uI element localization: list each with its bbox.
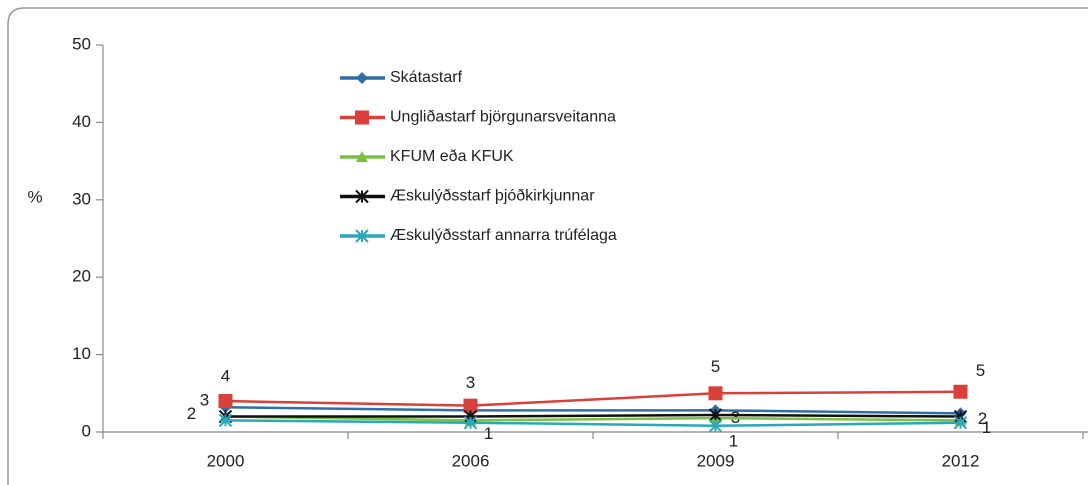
y-tick-label: 0: [82, 421, 91, 440]
marker: [953, 416, 968, 430]
marker: [218, 413, 233, 428]
x-tick-label: 2009: [697, 451, 735, 470]
data-label: 3: [466, 373, 475, 392]
legend-marker: [355, 189, 369, 204]
y-tick-label: 40: [72, 112, 91, 131]
marker: [953, 384, 968, 399]
series-line: [225, 413, 961, 418]
series-line: [225, 415, 961, 422]
legend-marker: [356, 72, 368, 84]
data-label: 5: [711, 357, 720, 376]
marker: [708, 419, 723, 433]
y-tick-label: 30: [72, 189, 91, 208]
legend-label: Æskulýðsstarf þjóðkirkjunnar: [390, 188, 595, 205]
data-label: 1: [484, 424, 493, 443]
legend-label: Ungliðastarf björgunarsveitanna: [390, 109, 616, 126]
y-axis-label: %: [27, 187, 42, 206]
data-label: 1: [982, 418, 991, 437]
series-line: [225, 405, 961, 415]
y-tick-label: 50: [72, 34, 91, 53]
legend-label: Skátastarf: [390, 69, 463, 86]
marker: [463, 416, 478, 430]
y-tick-label: 10: [72, 344, 91, 363]
chart-frame: [7, 7, 1088, 485]
marker: [463, 398, 478, 413]
x-tick-label: 2006: [452, 451, 490, 470]
legend-marker: [356, 151, 368, 162]
legend-marker: [355, 229, 369, 243]
data-label: 5: [976, 361, 985, 380]
series-line: [225, 390, 961, 407]
legend-label: KFUM eða KFUK: [390, 148, 514, 165]
marker: [708, 386, 723, 401]
marker: [708, 408, 723, 422]
data-label: 2: [187, 404, 196, 423]
data-label: 3: [200, 391, 209, 410]
data-label: 1: [729, 431, 738, 450]
series-line: [225, 419, 961, 428]
x-tick-label: 2000: [207, 451, 245, 470]
legend-marker: [355, 110, 369, 125]
data-label: 2: [978, 409, 987, 428]
marker: [218, 394, 233, 409]
data-label: 4: [221, 367, 230, 386]
y-tick-label: 20: [72, 267, 91, 286]
x-tick-label: 2012: [942, 451, 980, 470]
legend-label: Æskulýðsstarf annarra trúfélaga: [390, 227, 617, 244]
